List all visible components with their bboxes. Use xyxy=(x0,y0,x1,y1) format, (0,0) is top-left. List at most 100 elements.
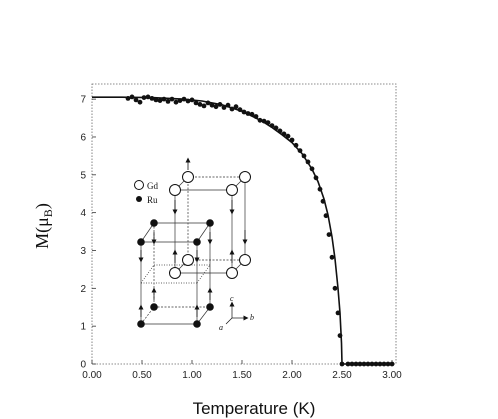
data-point xyxy=(369,361,375,367)
data-point xyxy=(221,105,227,110)
data-point xyxy=(229,106,235,112)
y-axis-title: M(μB) xyxy=(32,203,55,249)
x-tick-label: 1.50 xyxy=(232,370,252,381)
data-point xyxy=(373,361,379,367)
data-point xyxy=(317,186,323,192)
gd-legend-label: Gd xyxy=(147,181,158,191)
y-tick-label: 5 xyxy=(80,170,86,181)
data-point xyxy=(125,96,131,101)
data-point xyxy=(289,137,295,143)
y-tick-label: 4 xyxy=(80,208,86,219)
data-point xyxy=(329,254,335,260)
data-point xyxy=(193,100,199,106)
y-tick-label: 2 xyxy=(80,284,86,295)
data-point xyxy=(205,100,211,106)
data-point xyxy=(349,361,355,367)
data-point xyxy=(265,120,271,125)
x-tick-label: 3.00 xyxy=(382,370,402,381)
data-point xyxy=(157,98,163,103)
gd-legend-marker xyxy=(134,180,144,190)
data-point xyxy=(153,97,159,103)
data-point xyxy=(225,102,231,108)
y-tick-label: 3 xyxy=(80,246,86,257)
data-point xyxy=(377,361,383,367)
data-point xyxy=(249,111,255,117)
data-point xyxy=(389,361,395,367)
ru-atoms xyxy=(137,219,214,328)
data-point xyxy=(365,361,371,367)
data-point xyxy=(323,213,329,219)
plot-frame xyxy=(91,83,397,365)
data-point xyxy=(273,125,279,131)
ru-legend-marker xyxy=(136,196,142,202)
y-tick-label: 1 xyxy=(80,322,86,333)
gd-atoms xyxy=(169,171,251,279)
data-point xyxy=(301,153,307,159)
data-point xyxy=(177,98,183,103)
ru-legend-label: Ru xyxy=(147,195,158,205)
data-point xyxy=(277,128,283,134)
data-point xyxy=(345,361,351,367)
axis-label-a: a xyxy=(219,323,223,332)
data-point xyxy=(269,123,275,128)
data-point xyxy=(257,117,263,123)
data-point xyxy=(133,97,139,103)
data-point xyxy=(339,361,345,367)
data-point xyxy=(337,333,343,338)
y-tick-label: 7 xyxy=(80,95,86,106)
axis-label-c: c xyxy=(230,294,234,303)
data-point xyxy=(173,99,179,105)
data-point xyxy=(189,97,195,103)
axis-ticks xyxy=(91,98,393,365)
data-point xyxy=(361,361,367,367)
axis-label-b: b xyxy=(250,313,254,322)
data-point xyxy=(137,99,143,105)
data-point xyxy=(297,148,303,154)
x-tick-label: 1.00 xyxy=(182,370,202,381)
x-tick-label: 0.00 xyxy=(82,370,102,381)
data-point xyxy=(353,361,359,367)
data-point xyxy=(293,142,299,148)
crystal-axes xyxy=(225,301,249,325)
data-point xyxy=(185,98,191,104)
data-point xyxy=(129,94,135,100)
data-point xyxy=(285,133,291,139)
data-point xyxy=(201,103,207,109)
data-point xyxy=(141,95,147,100)
data-point xyxy=(332,285,338,291)
y-tick-label: 6 xyxy=(80,132,86,143)
data-point xyxy=(320,198,326,204)
data-point xyxy=(253,114,259,119)
data-point xyxy=(213,104,219,110)
crystal-structure-inset: Gd Ru xyxy=(134,157,254,332)
x-tick-label: 0.50 xyxy=(132,370,152,381)
y-axis-title-subscript: B xyxy=(41,209,55,217)
x-tick-label: 2.50 xyxy=(332,370,352,381)
data-point xyxy=(145,94,151,100)
x-tick-label: 2.00 xyxy=(282,370,302,381)
data-point xyxy=(326,232,332,238)
data-point xyxy=(261,118,267,124)
fit-curve xyxy=(92,96,392,365)
data-point xyxy=(245,111,251,116)
data-point xyxy=(149,96,155,101)
data-point xyxy=(161,96,167,102)
data-points xyxy=(125,94,395,367)
data-point xyxy=(217,102,223,107)
data-point xyxy=(309,166,315,172)
data-point xyxy=(181,96,187,102)
data-point xyxy=(281,131,287,137)
data-point xyxy=(165,99,171,104)
data-point xyxy=(237,107,243,113)
spin-arrows xyxy=(138,157,248,317)
x-axis-title: Temperature (K) xyxy=(193,399,316,418)
data-point xyxy=(385,361,391,367)
data-point xyxy=(305,159,311,165)
data-point xyxy=(197,102,203,107)
data-point xyxy=(381,361,387,367)
data-point xyxy=(241,109,247,115)
data-point xyxy=(233,104,239,110)
data-point xyxy=(169,96,175,102)
data-point xyxy=(313,175,319,181)
